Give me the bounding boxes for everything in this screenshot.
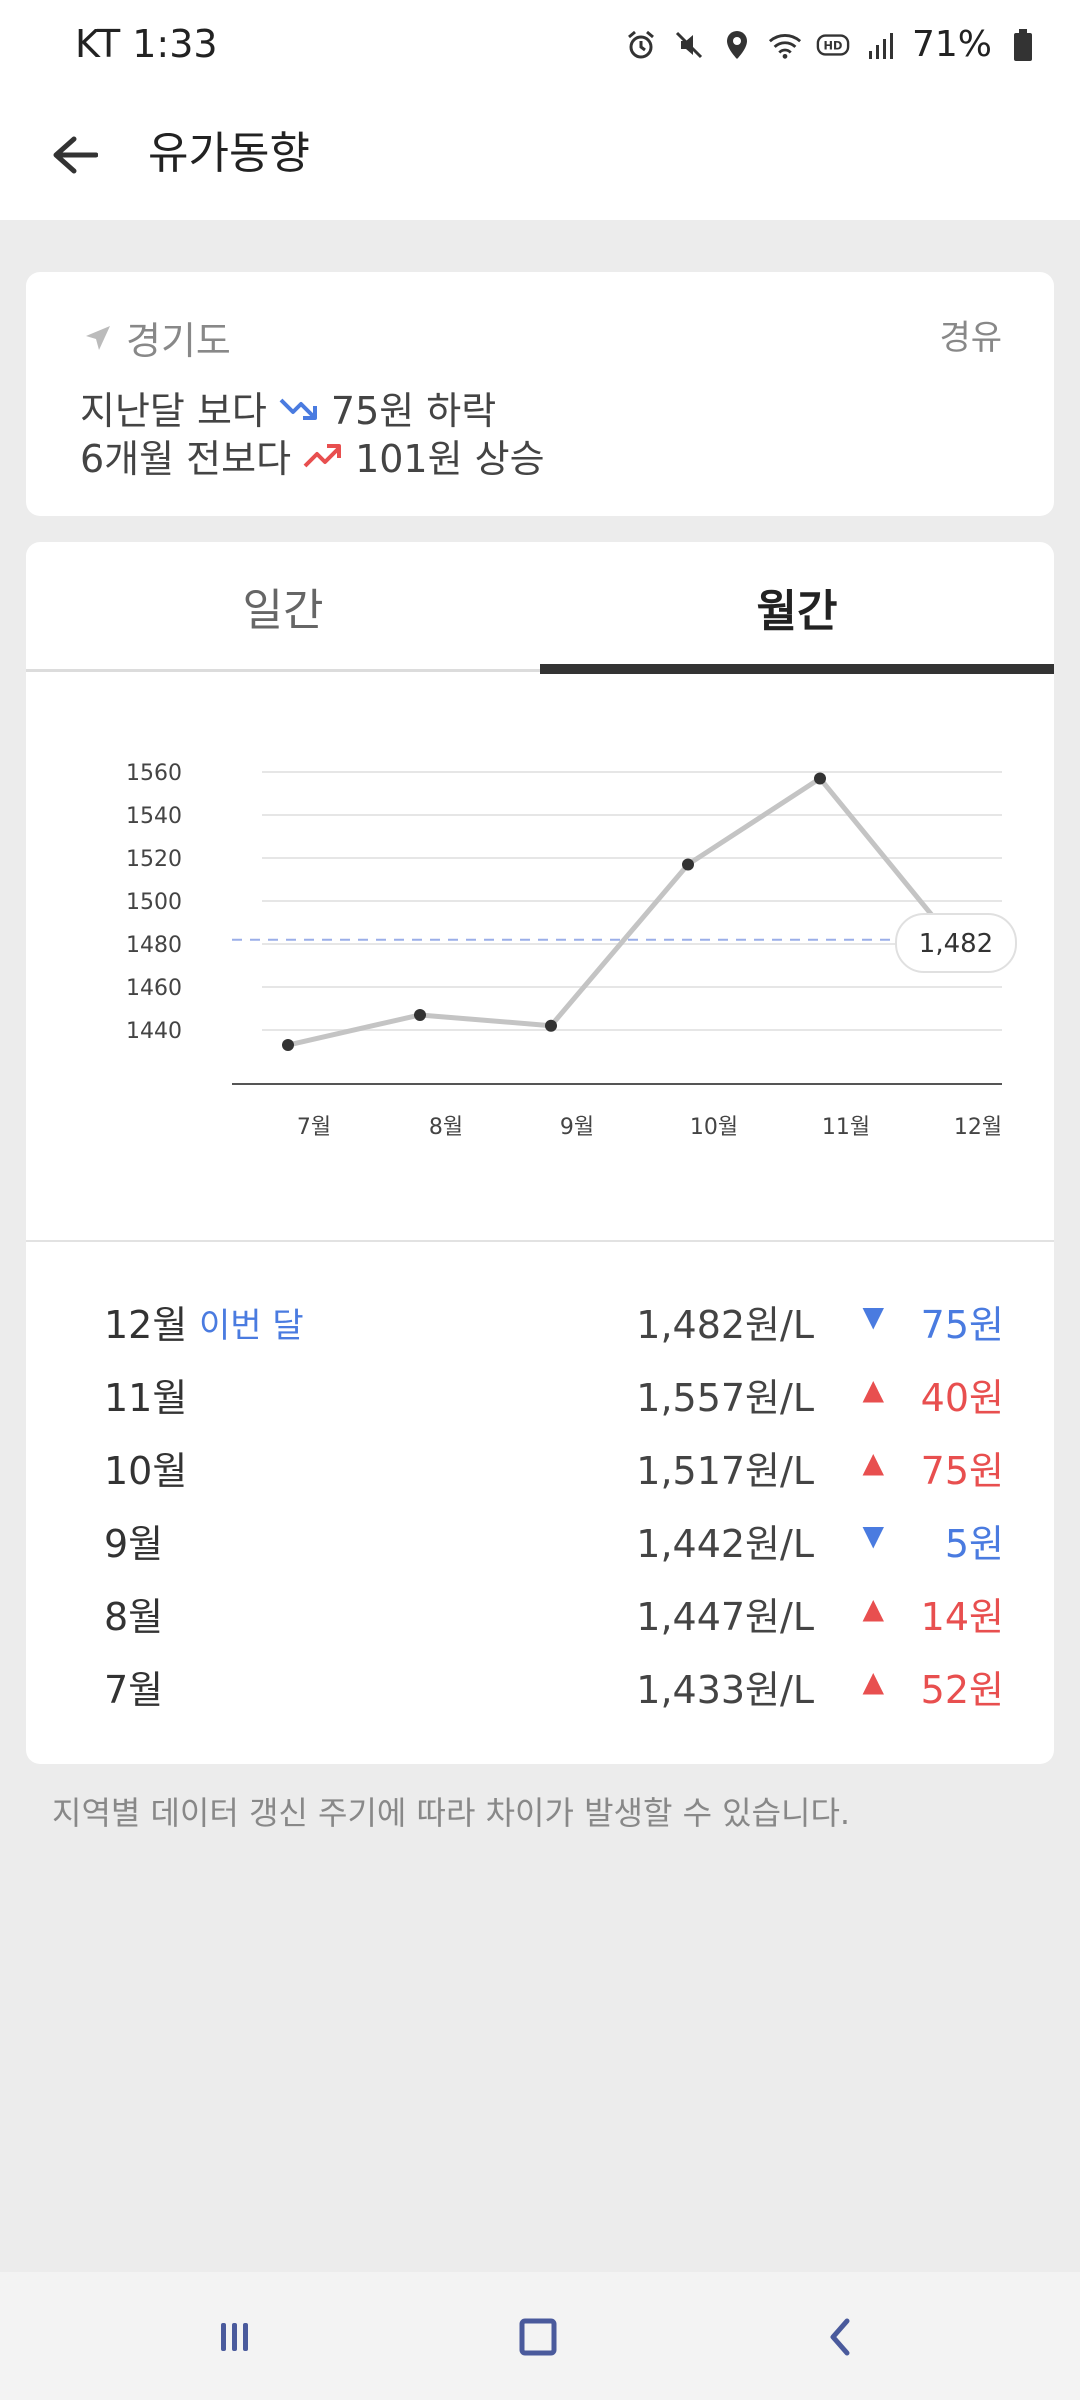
trend-down-icon — [279, 398, 317, 420]
alarm-icon — [624, 28, 658, 62]
x-tick-label: 11월 — [822, 1115, 870, 1140]
triangle-up-icon: ▲ — [862, 1446, 884, 1479]
home-icon — [519, 2318, 557, 2356]
region-name: 경기도 — [126, 319, 231, 363]
month-diff: 40원 — [920, 1376, 1004, 1420]
tab-daily[interactable]: 일간 — [26, 542, 540, 672]
status-bar: KT 1:33 HD 71% — [0, 0, 1080, 90]
hd-icon: HD — [816, 28, 850, 62]
fuel-type[interactable]: 경유 — [939, 318, 1002, 358]
current-month-tag: 이번 달 — [199, 1306, 304, 1346]
compare-6months: 6개월 전보다 101원 상승 — [80, 428, 545, 483]
y-tick-label: 1500 — [126, 890, 182, 915]
chevron-left-icon — [830, 2318, 850, 2356]
x-tick-label: 12월 — [954, 1115, 1002, 1140]
trend-up-icon — [303, 443, 342, 467]
wifi-icon — [768, 28, 802, 62]
monthly-row: 10월 1,517원/L ▲ 75원 — [104, 1428, 1004, 1501]
compare-last-month: 지난달 보다 75원 하락 — [80, 380, 496, 435]
month-diff: 75원 — [920, 1303, 1004, 1347]
y-tick-label: 1520 — [126, 847, 182, 872]
month-diff: 14원 — [920, 1595, 1004, 1639]
month-label: 11월 — [104, 1376, 188, 1420]
y-tick-label: 1540 — [126, 804, 182, 829]
price-chart: 1440 1460 1480 1500 1520 1540 1560 7월 8월 9월 10월 11월… — [26, 674, 1054, 1182]
monthly-row: 8월 1,447원/L ▲ 14원 — [104, 1574, 1004, 1647]
x-tick-label: 8월 — [429, 1115, 463, 1140]
triangle-down-icon: ▼ — [862, 1519, 884, 1552]
month-price: 1,433원/L — [636, 1668, 814, 1712]
tab-monthly[interactable]: 월간 — [756, 586, 838, 637]
period-tabs: 일간 월간 — [26, 542, 1054, 674]
region-selector[interactable]: 경기도 — [84, 310, 231, 365]
triangle-down-icon: ▼ — [862, 1300, 884, 1333]
x-tick-label: 7월 — [297, 1115, 331, 1140]
data-point — [682, 858, 694, 871]
compare-last-month-label: 지난달 보다 — [80, 389, 267, 433]
month-price: 1,447원/L — [636, 1595, 814, 1639]
nav-back-button[interactable] — [806, 2302, 876, 2372]
triangle-up-icon: ▲ — [862, 1592, 884, 1625]
x-tick-label: 10월 — [690, 1115, 738, 1140]
data-point — [414, 1008, 426, 1021]
system-nav-bar — [0, 2272, 1080, 2400]
svg-text:HD: HD — [824, 38, 843, 52]
battery-percent: 71% — [911, 24, 992, 65]
value-tooltip-label: 1,482 — [919, 929, 993, 959]
month-label: 10월 — [104, 1449, 188, 1493]
compare-last-month-value: 75원 하락 — [330, 389, 497, 433]
mute-icon — [672, 28, 706, 62]
month-label: 8월 — [104, 1595, 164, 1639]
compare-6months-label: 6개월 전보다 — [80, 437, 292, 481]
summary-card: 경기도 경유 지난달 보다 75원 하락 6개월 전보다 101원 상승 — [26, 272, 1054, 516]
recent-apps-button[interactable] — [200, 2302, 270, 2372]
recent-apps-icon — [221, 2323, 248, 2351]
location-arrow-icon — [86, 325, 110, 350]
status-icons: HD 71% — [624, 24, 1040, 65]
monthly-row: 12월 이번 달 1,482원/L ▼ 75원 — [104, 1282, 1004, 1355]
month-price: 1,442원/L — [636, 1522, 814, 1566]
footnote: 지역별 데이터 갱신 주기에 따라 차이가 발생할 수 있습니다. — [52, 1794, 851, 1832]
battery-icon — [1006, 28, 1040, 62]
monthly-row: 7월 1,433원/L ▲ 52원 — [104, 1647, 1004, 1720]
location-icon — [720, 28, 754, 62]
data-point — [545, 1019, 557, 1032]
month-label: 7월 — [104, 1668, 164, 1712]
price-line-chart: 1440 1460 1480 1500 1520 1540 1560 7월 8월 9월 10월 11월… — [126, 761, 1017, 1140]
tab-selected-indicator — [540, 664, 1054, 674]
triangle-up-icon: ▲ — [862, 1665, 884, 1698]
x-tick-label: 9월 — [560, 1115, 594, 1140]
month-label: 9월 — [104, 1522, 164, 1566]
month-diff: 5원 — [944, 1522, 1004, 1566]
y-tick-label: 1460 — [126, 976, 182, 1001]
series-line — [287, 775, 954, 1048]
triangle-up-icon: ▲ — [862, 1373, 884, 1406]
month-price: 1,517원/L — [636, 1449, 814, 1493]
carrier-time: KT 1:33 — [75, 22, 218, 66]
value-tooltip — [895, 913, 1017, 973]
monthly-price-list: 12월 이번 달 1,482원/L ▼ 75원 11월 1,557원/L ▲ 40원 10월 1,5… — [104, 1282, 1004, 1720]
month-label: 12월 — [104, 1303, 188, 1347]
arrow-left-icon — [53, 136, 98, 174]
data-point — [814, 772, 826, 785]
month-price: 1,482원/L — [636, 1303, 814, 1347]
home-button[interactable] — [503, 2302, 573, 2372]
back-button[interactable] — [40, 120, 110, 190]
monthly-row: 11월 1,557원/L ▲ 40원 — [104, 1355, 1004, 1428]
month-diff: 75원 — [920, 1449, 1004, 1493]
trend-card: 일간 월간 1440 1460 1480 1500 1520 1540 1560 7월 8월 9월… — [26, 542, 1054, 1764]
month-price: 1,557원/L — [636, 1376, 814, 1420]
month-diff: 52원 — [920, 1668, 1004, 1712]
compare-6months-value: 101원 상승 — [355, 437, 545, 481]
app-bar: 유가동향 — [0, 90, 1080, 220]
y-tick-label: 1440 — [126, 1019, 182, 1044]
chart-divider — [26, 1240, 1054, 1242]
signal-icon — [864, 28, 898, 62]
y-tick-label: 1560 — [126, 761, 182, 786]
monthly-row: 9월 1,442원/L ▼ 5원 — [104, 1501, 1004, 1574]
page-title: 유가동향 — [148, 128, 310, 179]
data-point — [282, 1039, 294, 1052]
y-tick-label: 1480 — [126, 933, 182, 958]
